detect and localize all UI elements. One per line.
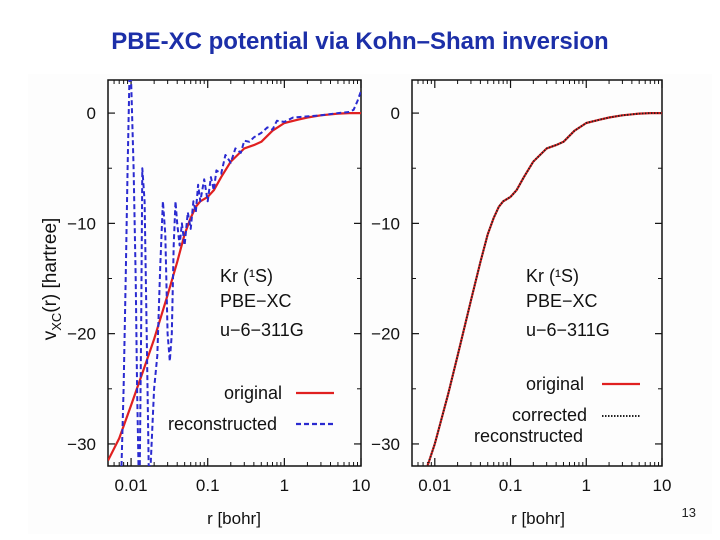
legend-label-corrected: corrected xyxy=(512,405,587,425)
y-tick-label: −30 xyxy=(67,435,96,454)
annotation-method: PBE−XC xyxy=(220,291,292,311)
chart-panel-right: 0 −10 −20 −30 0.01 0.1 1 10 Kr (¹S) PBE−XC u−6−… xyxy=(371,79,672,528)
y-axis-label: vXC(r) [hartree] xyxy=(40,218,64,341)
x-tick-label: 1 xyxy=(582,476,591,495)
chart-panel-left: 0 −10 −20 −30 0.01 0.1 1 10 Kr (¹S) PBE−XC u−6−… xyxy=(67,79,371,528)
annotation-right: Kr (¹S) PBE−XC u−6−311G xyxy=(526,266,610,340)
series-line-original-left xyxy=(108,111,361,461)
plot-frame-right xyxy=(411,79,663,467)
x-tick-label: 1 xyxy=(280,476,289,495)
y-tick-label: −30 xyxy=(371,435,400,454)
chart-figure: vXC(r) [hartree] 0−10−20−300.01 0.1 1 10 Kr… xyxy=(40,79,672,528)
y-tick-label: 0 xyxy=(391,104,400,123)
legend-label-reconstructed: reconstructed xyxy=(168,414,277,434)
x-axis-label-right: r [bohr] xyxy=(511,509,565,528)
legend-label-reconstructed: reconstructed xyxy=(474,426,583,446)
legend-right: original corrected reconstructed xyxy=(474,374,640,446)
annotation-basis: u−6−311G xyxy=(526,320,610,340)
x-tick-label: 0.01 xyxy=(418,476,451,495)
legend-left: original reconstructed xyxy=(168,383,334,434)
x-tick-label: 10 xyxy=(352,476,371,495)
series-line-reconstructed-left xyxy=(120,80,361,466)
slide-title: PBE-XC potential via Kohn–Sham inversion xyxy=(111,28,609,55)
annotation-basis: u−6−311G xyxy=(220,320,304,340)
x-tick-label: 0.1 xyxy=(499,476,523,495)
plot-frame-left xyxy=(107,79,362,467)
legend-label-original: original xyxy=(526,374,584,394)
y-tick-label: −20 xyxy=(67,325,96,344)
x-tick-label: 10 xyxy=(653,476,672,495)
annotation-method: PBE−XC xyxy=(526,291,598,311)
annotation-left: Kr (¹S) PBE−XC u−6−311G xyxy=(220,266,304,340)
y-tick-label: −20 xyxy=(371,325,400,344)
y-tick-label: −10 xyxy=(67,214,96,233)
annotation-element: Kr (¹S) xyxy=(526,266,579,286)
series-line-corrected-reconstructed-right xyxy=(426,112,662,466)
slide-number: 13 xyxy=(681,505,696,520)
x-tick-label: 0.1 xyxy=(196,476,220,495)
figure: vXC(r) [hartree] 0 −10 −20 −30 0.01 0.1 1 10 Kr… xyxy=(28,74,712,534)
legend-label-original: original xyxy=(224,383,282,403)
y-tick-label: −10 xyxy=(371,214,400,233)
annotation-element: Kr (¹S) xyxy=(220,266,273,286)
y-tick-label: 0 xyxy=(87,104,96,123)
x-tick-label: 0.01 xyxy=(115,476,148,495)
x-axis-label-left: r [bohr] xyxy=(207,509,261,528)
